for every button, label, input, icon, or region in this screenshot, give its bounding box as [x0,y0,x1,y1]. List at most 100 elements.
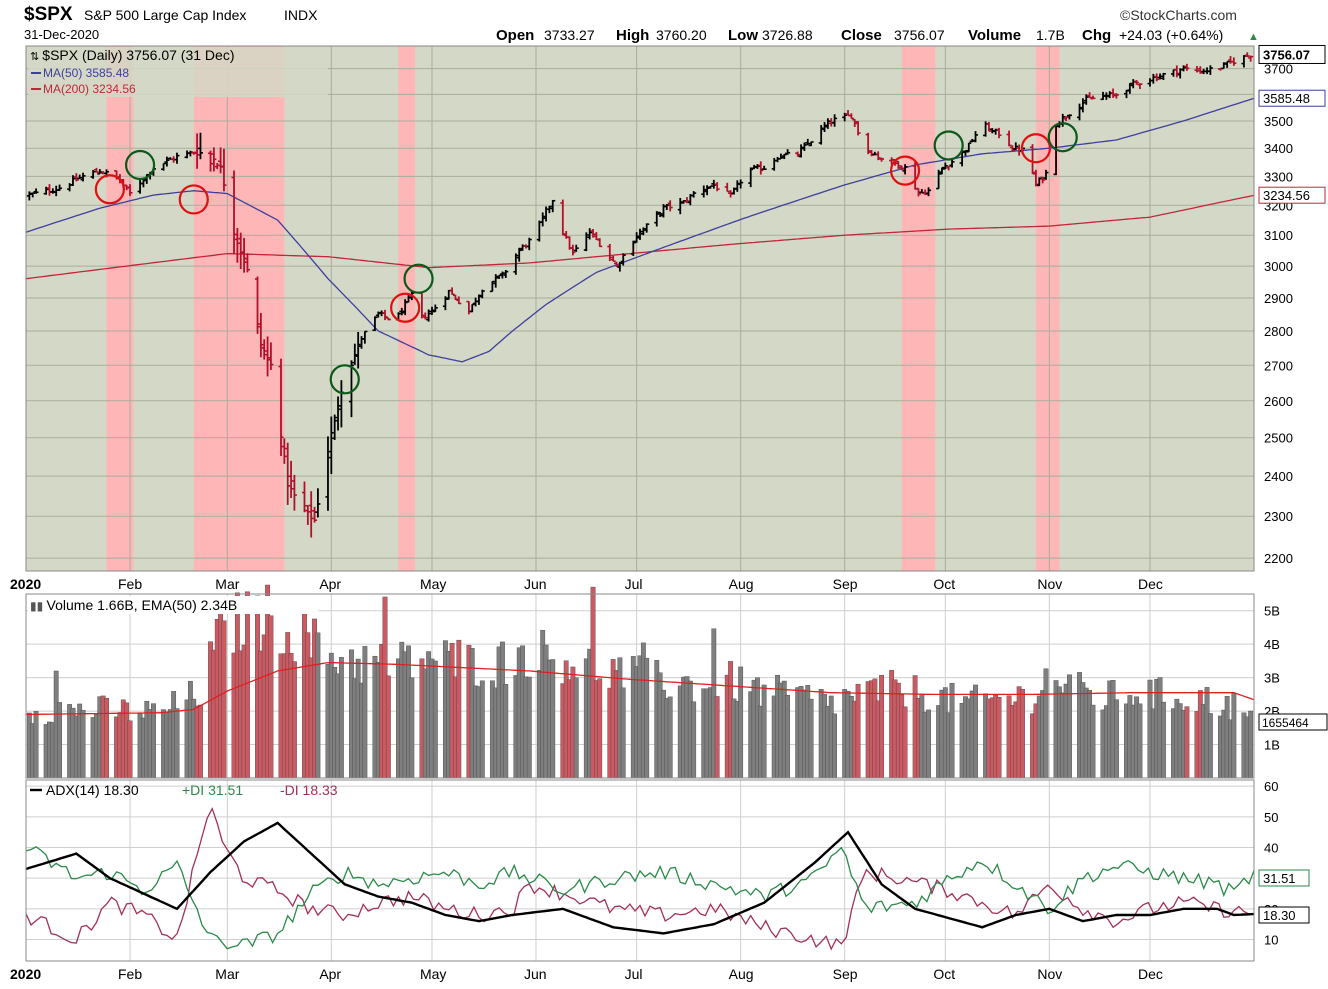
price-bar [781,153,787,160]
price-bar [432,304,438,313]
volume-bar [80,709,86,779]
high-label: High [616,27,649,44]
volume-panel-border [25,593,1255,779]
price-bar [895,160,901,169]
signal-circle-red [178,184,209,215]
signal-circle-red [1020,133,1052,164]
volume-legend: ▮▮ Volume 1.66B, EMA(50) 2.34B [30,597,237,613]
volume-bar [1231,693,1237,779]
volume-bar [573,677,579,779]
ma200-tag: 3234.56 [1258,186,1326,204]
month-label: Apr [319,576,341,592]
price-bar [503,269,509,278]
price-bar [429,306,435,315]
price-tick-label: 2800 [1264,324,1293,339]
price-bar [677,197,683,215]
month-label: May [420,576,446,592]
price-bar [667,200,673,212]
ma200-line [25,194,1255,280]
price-bar [761,165,767,171]
year-label: 2020 [10,966,41,982]
price-bar [570,244,576,256]
price-bar [211,147,217,172]
price-bar [73,173,79,182]
price-bar [288,460,294,499]
price-bar [1134,80,1140,85]
price-bar [426,309,432,322]
price-bar [285,442,291,505]
price-bar [496,274,502,279]
price-bar [241,237,247,273]
volume-bar [221,620,227,779]
price-tick-label: 3300 [1264,169,1293,184]
price-bar [362,330,368,344]
price-panel: 2200 2300 2400 2500 2600 2700 2800 2900 3000 3100… [25,44,1326,572]
price-bar [127,184,133,196]
legend-arrows-icon: ⇅ [30,51,42,63]
month-label: Apr [319,966,341,982]
month-label: Jun [524,966,547,982]
price-bar [456,296,462,305]
price-bar [1036,177,1042,187]
month-label: Oct [933,576,955,592]
price-bar [161,162,167,171]
volume-bar [479,680,485,779]
plus-di-legend: +DI 31.51 [182,782,243,798]
price-tick-label: 3100 [1264,228,1293,243]
price-bar [922,189,928,196]
price-bar [832,114,838,127]
price-bar [795,151,801,157]
ma50-tag-text: 3585.48 [1263,91,1310,106]
price-bar [1087,92,1093,99]
price-bar [607,243,613,262]
signal-circle-red [889,155,921,186]
price-bar [315,488,321,518]
up-arrow-icon: ▲ [1248,31,1259,43]
signal-circle-green [1047,122,1078,153]
price-bar [1066,114,1072,120]
price-bar [77,174,83,180]
price-bar [926,187,932,197]
price-bar [1083,94,1089,105]
volume-bar [432,660,438,779]
price-tick-label: 3000 [1264,259,1293,274]
price-bar [704,185,710,196]
volume-bar [973,684,978,779]
price-bar [208,150,214,172]
price-bar [1224,60,1230,68]
price-bar [822,122,828,133]
exchange: INDX [284,7,318,23]
adx-tick-label: 50 [1264,810,1278,825]
close-price-tag: 3756.07 [1258,44,1326,64]
month-label: Feb [118,576,142,592]
price-bar [80,172,86,182]
price-bar [372,316,378,332]
price-bar [1184,63,1190,71]
price-bar [808,141,814,147]
price-bar [43,186,49,195]
low-label: Low [728,27,758,44]
volume-bar [902,706,908,779]
month-label: Feb [118,966,142,982]
price-bar [899,165,905,171]
volume-bar [785,694,791,779]
price-bar [1013,142,1019,151]
price-bar [654,211,660,227]
year-label: 2020 [10,576,41,592]
price-bar [312,506,318,523]
price-bar [875,151,881,161]
volume-bar [550,659,556,779]
price-bar [540,212,546,227]
price-bar [214,162,220,170]
volume-bar [245,591,250,779]
price-bar [573,244,579,252]
volume-bar [855,683,861,779]
price-bar [328,416,334,475]
price-bar [620,253,626,266]
volume-bar [761,684,767,779]
price-bar [664,204,670,211]
price-bar [1157,73,1163,80]
price-bar [90,170,96,179]
price-bar [255,276,261,334]
price-tick-label: 3500 [1264,114,1293,129]
